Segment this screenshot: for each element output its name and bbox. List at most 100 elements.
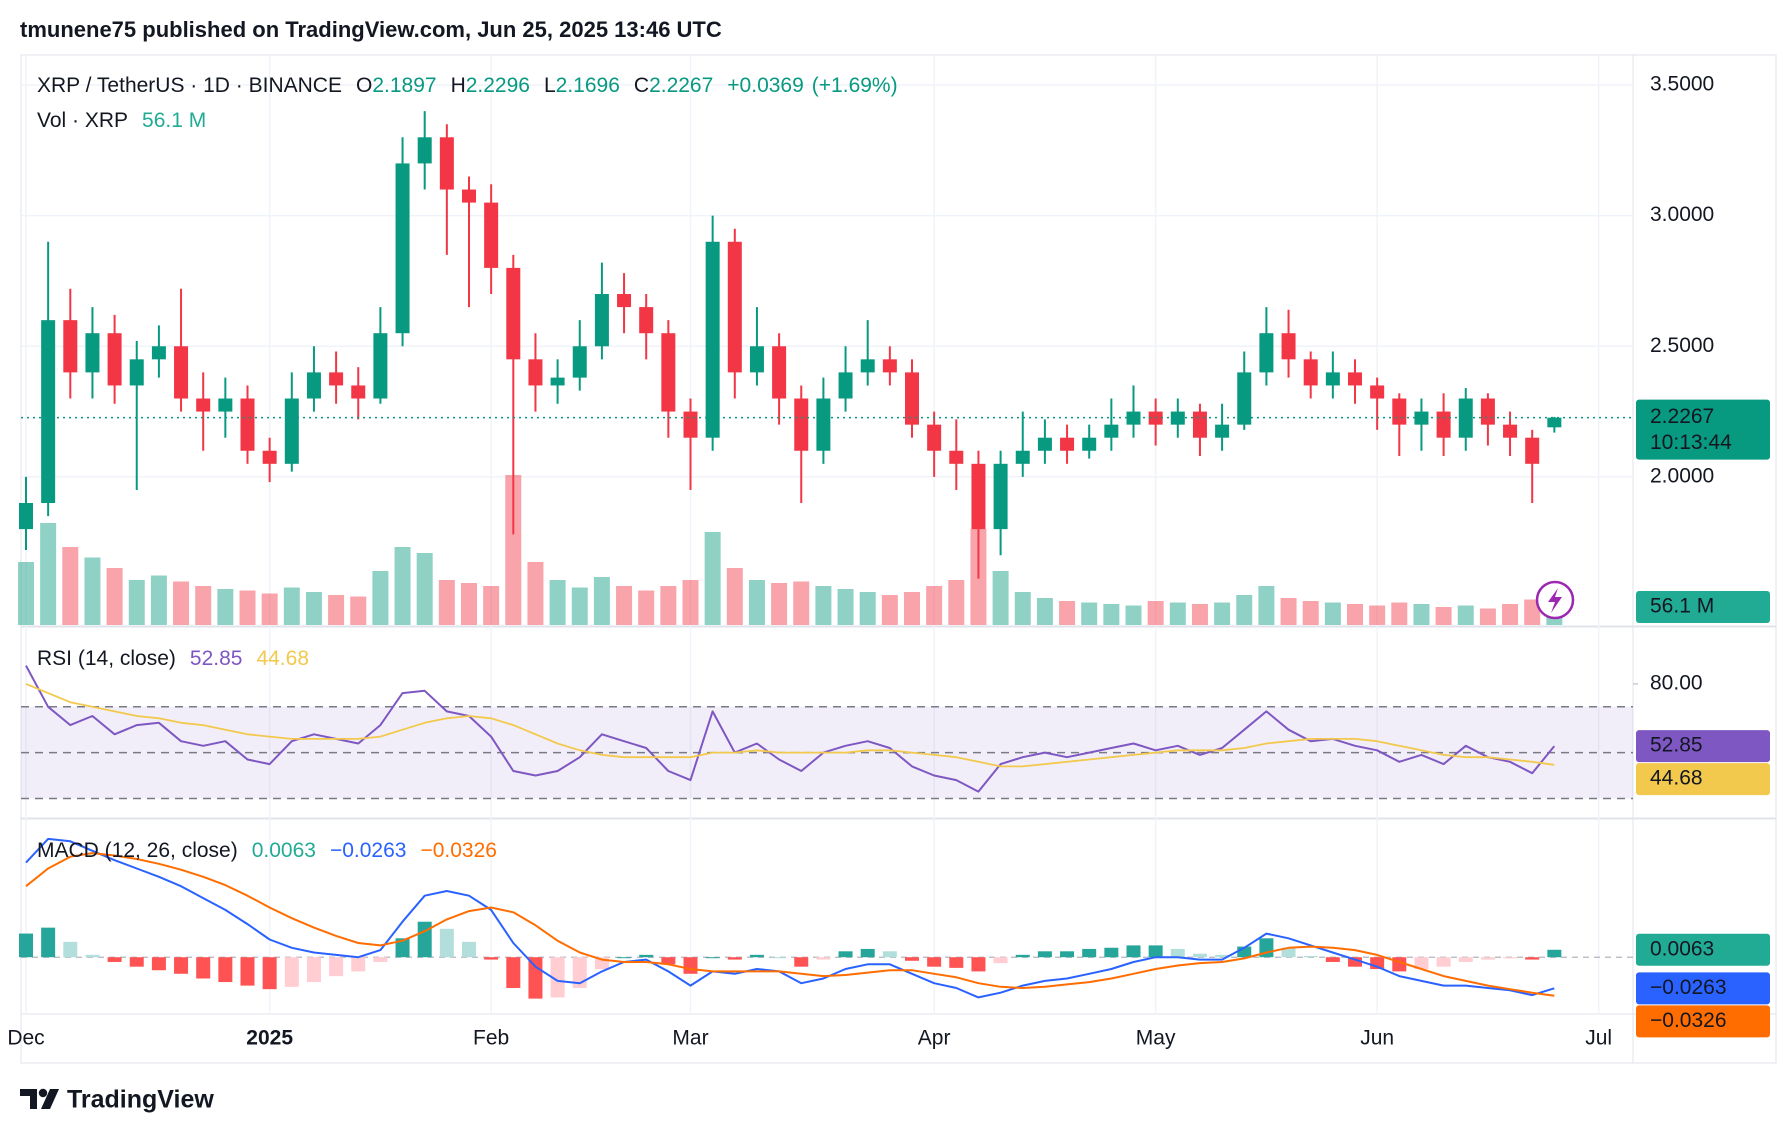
histogram-bar xyxy=(927,957,942,967)
ohlc-value: 2.1897 xyxy=(372,74,436,97)
histogram-bar xyxy=(1348,957,1362,967)
volume-bar xyxy=(1125,605,1142,625)
histogram-bar xyxy=(19,933,33,958)
histogram-bar xyxy=(1414,957,1429,970)
volume-bar xyxy=(239,590,256,625)
macd-value-label-box xyxy=(1636,972,1770,1005)
volume-bar xyxy=(1103,604,1120,625)
candle-body xyxy=(1480,398,1495,425)
logo-part xyxy=(41,1089,59,1109)
histogram-bar xyxy=(1082,948,1097,958)
candle-body xyxy=(129,359,144,386)
macd-line xyxy=(25,852,1555,997)
candle-body xyxy=(683,411,698,438)
volume-bar xyxy=(1147,601,1164,625)
candle-body xyxy=(1060,437,1075,451)
countdown-label: 10:13:44 xyxy=(1650,431,1732,454)
histogram-bar xyxy=(882,951,897,958)
candle-body xyxy=(85,333,100,373)
candle-body xyxy=(151,346,166,360)
candle-body xyxy=(196,398,211,412)
volume-bar xyxy=(1546,616,1563,625)
histogram-bar xyxy=(1525,957,1540,960)
volume-bar xyxy=(549,580,566,625)
candle-body xyxy=(927,424,942,451)
candle-body xyxy=(993,463,1008,530)
histogram-bar xyxy=(1170,948,1185,958)
logo-part xyxy=(20,1089,37,1109)
histogram-bar xyxy=(1370,957,1385,970)
candle-body xyxy=(240,398,255,451)
volume-bar xyxy=(1191,604,1208,625)
histogram-bar xyxy=(1458,957,1473,962)
volume-bar xyxy=(416,553,433,625)
legend-value: 52.85 xyxy=(190,647,243,670)
histogram-bar xyxy=(860,948,875,958)
volume-bar xyxy=(150,575,167,625)
volume-bar xyxy=(350,596,367,625)
histogram-bar xyxy=(107,957,122,962)
rsi-line xyxy=(25,665,1556,793)
volume-bar xyxy=(84,557,101,625)
histogram-bar xyxy=(439,928,454,958)
label-layer: Dec 2025 Feb Mar Apr May Jun Jul 2.0000 2.5000 3.0… xyxy=(7,73,1770,1050)
volume-bar xyxy=(1280,598,1297,625)
volume-bar xyxy=(195,586,212,625)
volume-bar xyxy=(1502,604,1519,625)
candle-body xyxy=(772,346,787,399)
ohlc-value: 2.2267 xyxy=(649,74,713,97)
volume-bar xyxy=(881,595,898,625)
y-tick-label: 2.5000 xyxy=(1650,334,1714,357)
histogram-bar xyxy=(1281,947,1296,958)
candle-body xyxy=(1082,437,1097,451)
histogram-bar xyxy=(617,957,632,959)
volume-bar xyxy=(62,547,79,625)
histogram-bar xyxy=(151,957,166,971)
candle-body xyxy=(1037,437,1052,451)
volume-bar xyxy=(948,580,965,625)
x-tick-label: Jun xyxy=(1360,1027,1394,1050)
y-tick-label: 2.0000 xyxy=(1650,464,1714,487)
volume-bar xyxy=(1413,604,1430,625)
histogram-bar xyxy=(262,957,277,990)
candle-body xyxy=(439,137,454,190)
candle-body xyxy=(1525,437,1540,464)
volume-value-box xyxy=(1636,591,1770,623)
candle-body xyxy=(1370,385,1385,399)
ohlc-letter: C xyxy=(634,74,649,97)
histogram-bar xyxy=(993,957,1008,964)
candle-body xyxy=(1392,398,1407,425)
candle-body xyxy=(1015,450,1030,464)
legend: XRP / TetherUS · 1D · BINANCE O2.1897 H2.2… xyxy=(37,74,898,97)
volume-bar xyxy=(1059,601,1076,625)
tradingview-logo xyxy=(20,1088,59,1109)
candle-body xyxy=(749,346,764,373)
rsi-value-label: 44.68 xyxy=(1650,767,1703,790)
macd-value-label: −0.0263 xyxy=(1650,976,1727,999)
candle-body xyxy=(329,372,344,386)
volume-name: Vol · XRP xyxy=(37,109,128,132)
histogram-bar xyxy=(749,954,764,958)
histogram-bar xyxy=(306,957,321,983)
legend-value: 0.0063 xyxy=(252,839,316,862)
publish-header: tmunene75 published on TradingView.com, … xyxy=(20,17,722,42)
volume-bar xyxy=(461,583,477,625)
volume-bar xyxy=(505,475,522,625)
pane-title: RSI (14, close) xyxy=(37,647,176,670)
macd-line xyxy=(25,837,1555,999)
x-tick-label: May xyxy=(1136,1027,1176,1050)
volume-bar xyxy=(771,583,788,625)
histogram-bar xyxy=(1060,951,1075,958)
volume-bar xyxy=(1169,602,1186,625)
volume-bar xyxy=(837,589,854,625)
volume-bar xyxy=(217,589,234,625)
data-layer xyxy=(18,111,1633,999)
candle-body xyxy=(1436,411,1451,438)
histogram-bar xyxy=(506,957,521,988)
ohlc-value: 2.2296 xyxy=(466,74,530,97)
ohlc-letter: O xyxy=(356,74,372,97)
candle-body xyxy=(1547,417,1562,428)
candle-body xyxy=(417,137,432,164)
candle-body xyxy=(528,359,543,386)
